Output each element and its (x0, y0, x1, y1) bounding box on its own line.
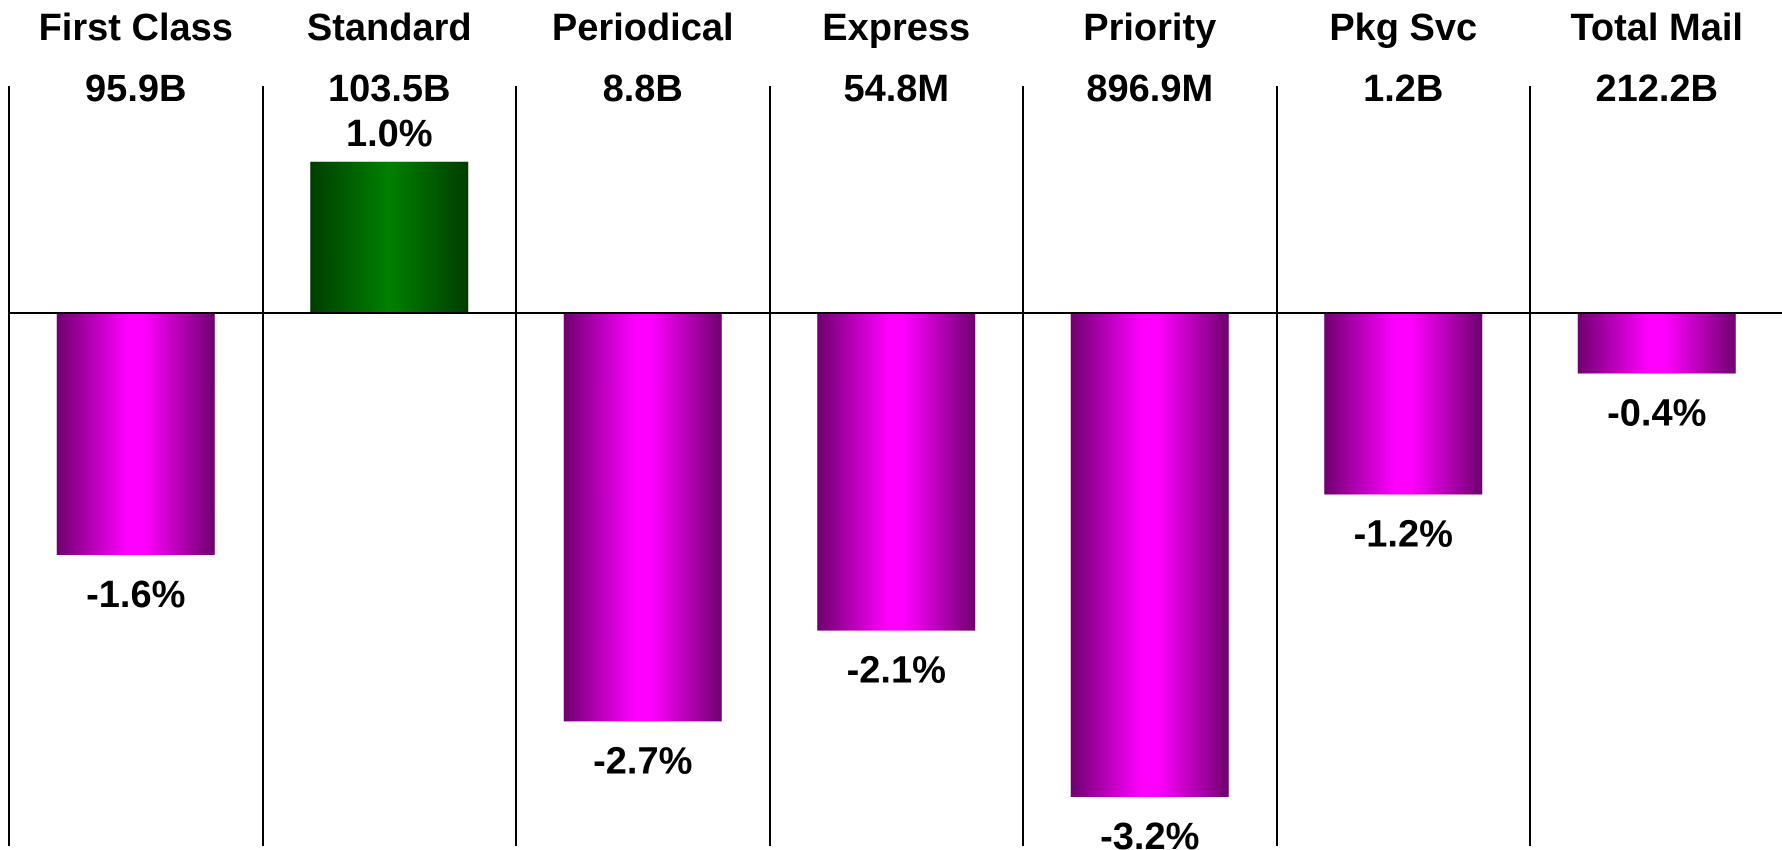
volume-label-total-mail: 212.2B (1595, 68, 1718, 110)
bar-pkg-svc (1324, 313, 1483, 495)
category-label-pkg-svc: Pkg Svc (1329, 7, 1477, 49)
volume-label-express: 54.8M (843, 68, 949, 110)
value-label-standard: 1.0% (346, 113, 433, 155)
value-label-priority: -3.2% (1100, 816, 1199, 850)
category-label-first-class: First Class (39, 7, 233, 49)
category-label-express: Express (822, 7, 970, 49)
bars-group (56, 161, 1736, 797)
value-label-total-mail: -0.4% (1607, 393, 1706, 435)
value-label-periodical: -2.7% (593, 740, 692, 782)
volume-label-pkg-svc: 1.2B (1363, 68, 1443, 110)
value-label-express: -2.1% (847, 650, 946, 692)
bar-first-class (56, 313, 215, 555)
value-label-pkg-svc: -1.2% (1354, 514, 1453, 556)
volume-label-first-class: 95.9B (85, 68, 186, 110)
volume-label-periodical: 8.8B (603, 68, 683, 110)
bar-total-mail (1577, 313, 1736, 374)
value-label-first-class: -1.6% (86, 574, 185, 616)
category-label-priority: Priority (1083, 7, 1216, 49)
bar-standard (310, 161, 469, 313)
bar-express (817, 313, 976, 631)
category-label-standard: Standard (307, 7, 472, 49)
labels-group: First Class 95.9B -1.6% Standard 103.5B1.0% P… (39, 7, 1743, 850)
volume-label-priority: 896.9M (1086, 68, 1213, 110)
bar-priority (1070, 313, 1229, 797)
volume-label-standard: 103.5B (328, 68, 451, 110)
category-label-total-mail: Total Mail (1571, 7, 1743, 49)
column-dividers (8, 86, 1531, 846)
bar-periodical (563, 313, 722, 722)
category-label-periodical: Periodical (552, 7, 734, 49)
